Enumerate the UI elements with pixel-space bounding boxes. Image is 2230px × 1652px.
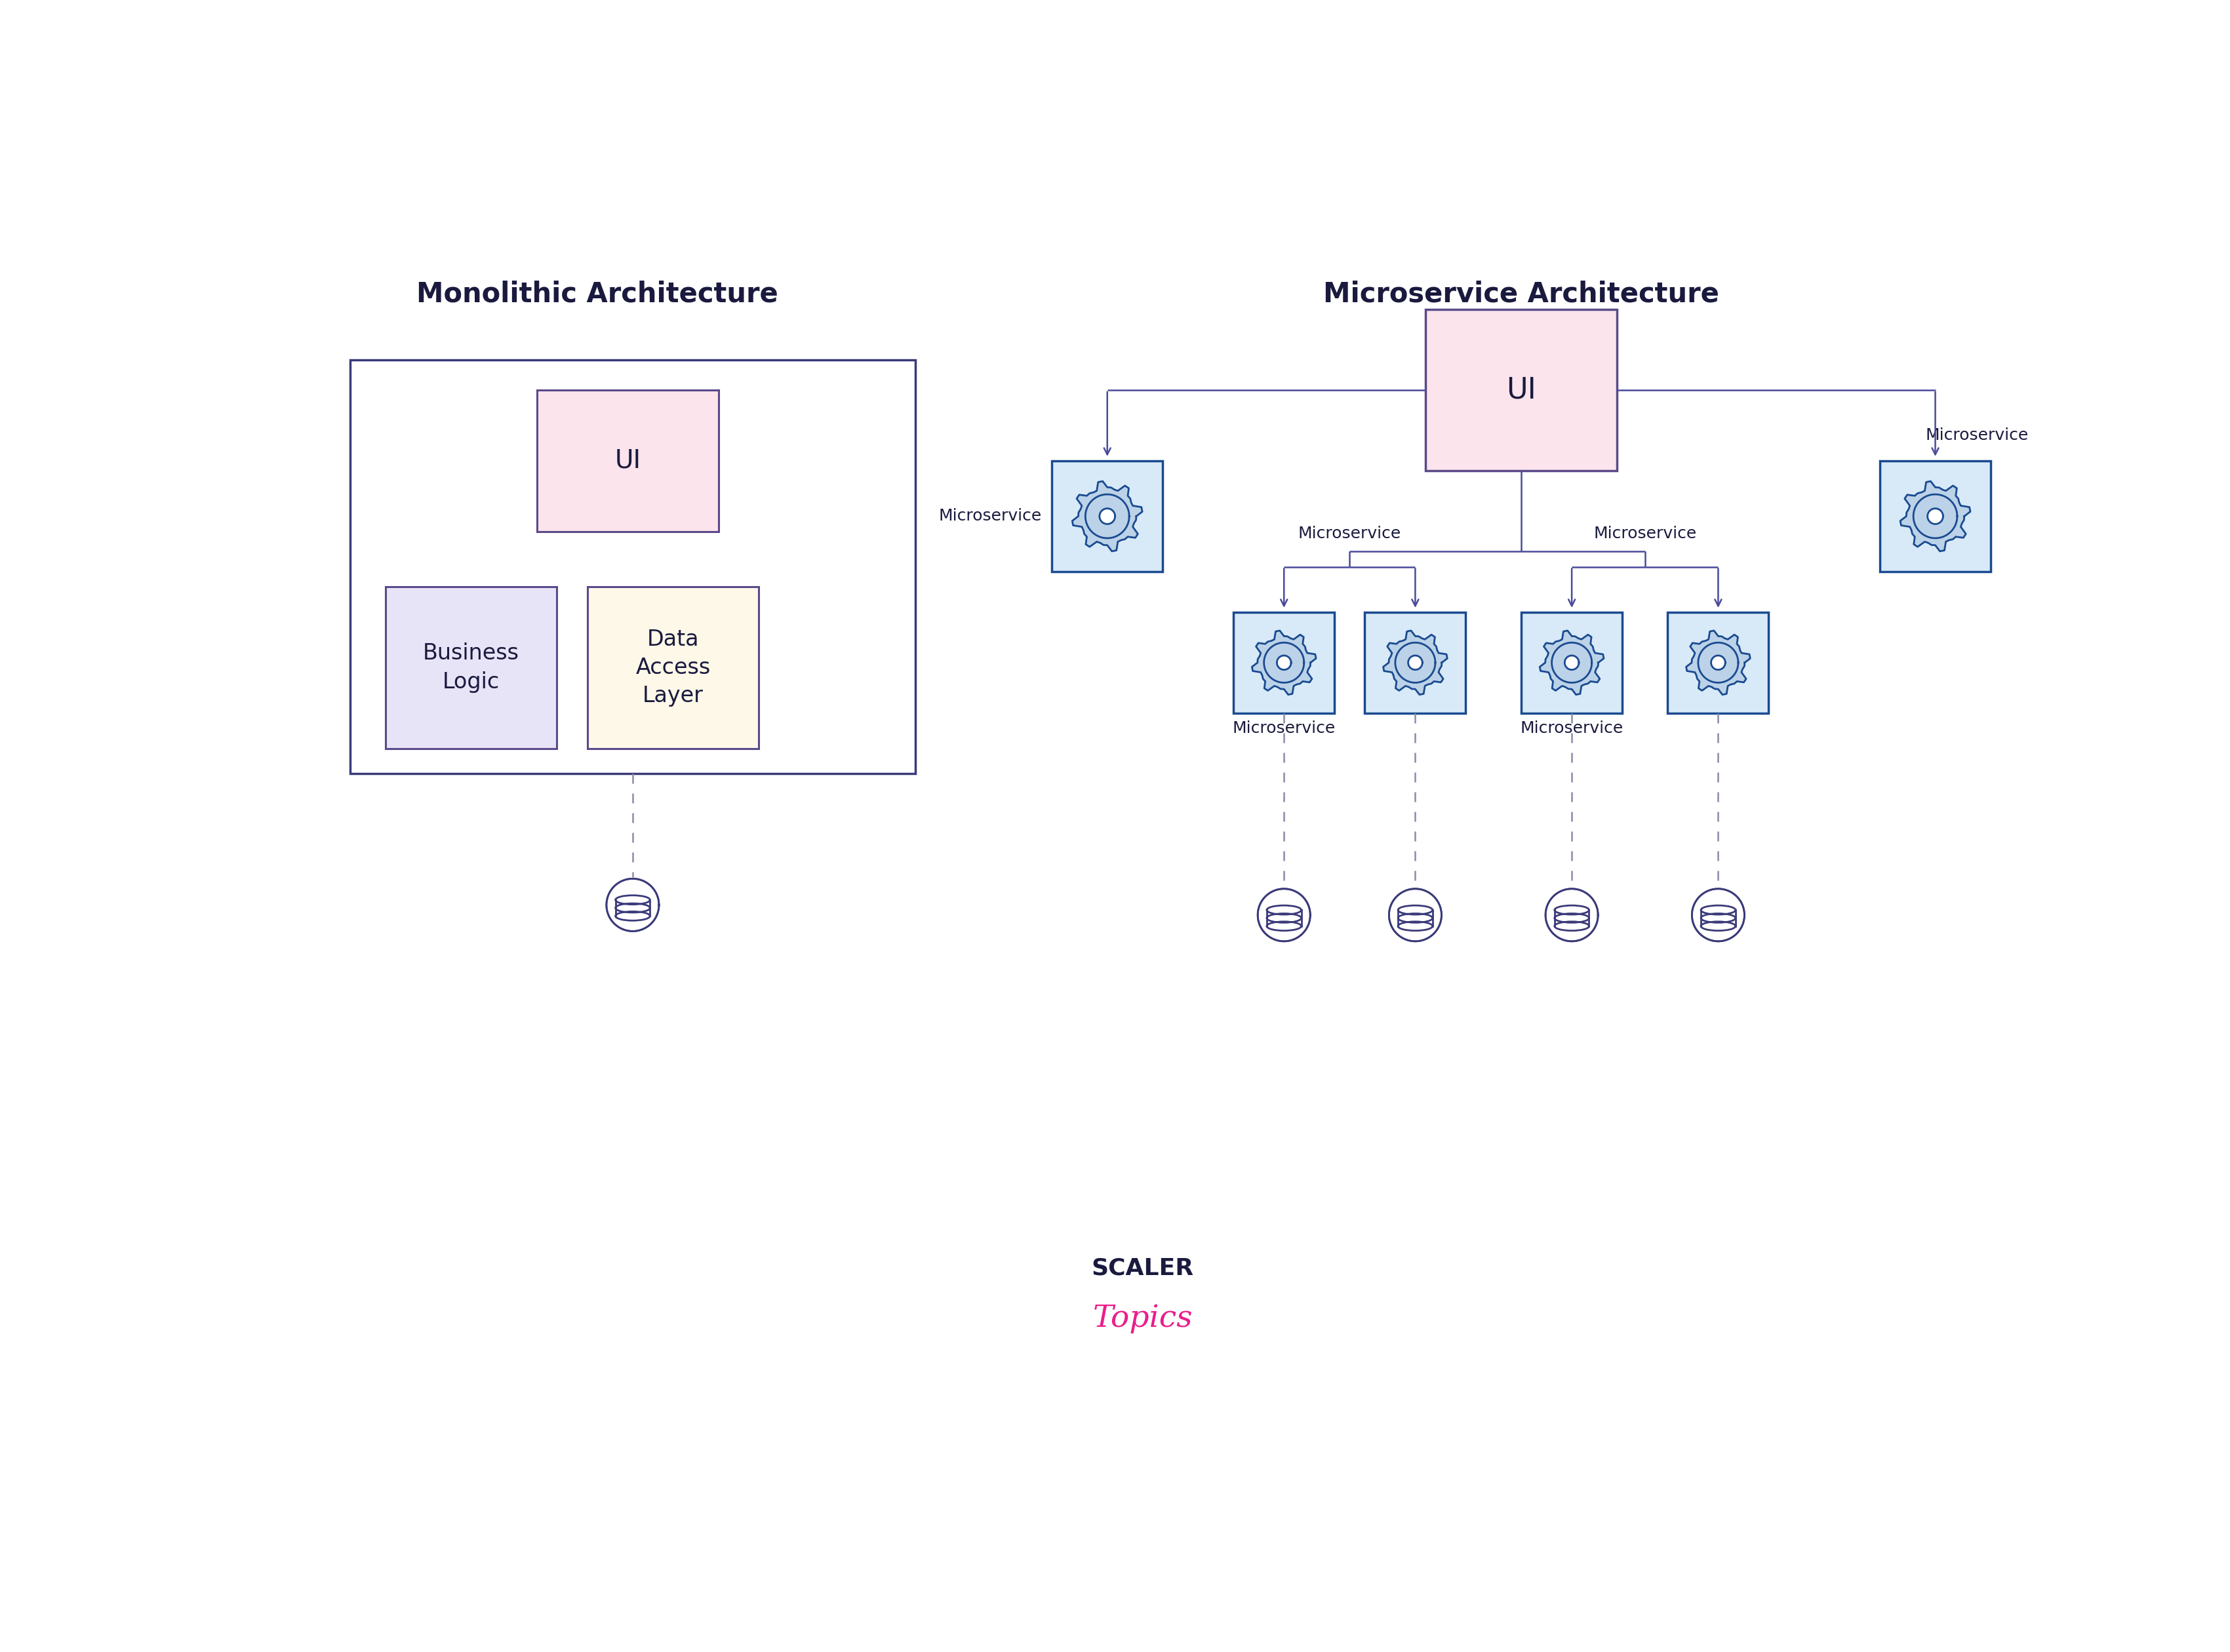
Polygon shape — [1693, 889, 1744, 942]
Text: UI: UI — [615, 448, 640, 472]
Text: Monolithic Architecture: Monolithic Architecture — [417, 281, 778, 307]
Polygon shape — [1539, 631, 1603, 694]
Polygon shape — [1900, 481, 1971, 552]
Bar — [1425, 309, 1617, 471]
Bar — [1233, 613, 1334, 714]
Text: Microservice: Microservice — [1594, 525, 1697, 542]
Text: Microservice: Microservice — [1298, 525, 1400, 542]
Bar — [350, 360, 917, 773]
Bar — [1053, 461, 1162, 572]
Bar — [586, 586, 758, 748]
Polygon shape — [1389, 889, 1441, 942]
Polygon shape — [1278, 656, 1291, 669]
Text: Microservice: Microservice — [1521, 720, 1623, 737]
Text: Topics: Topics — [1093, 1303, 1193, 1333]
Text: Microservice: Microservice — [939, 509, 1041, 524]
Polygon shape — [607, 879, 658, 932]
Polygon shape — [1073, 481, 1142, 552]
Text: Microservice: Microservice — [1924, 428, 2029, 443]
Polygon shape — [1251, 631, 1316, 694]
Text: Microservice: Microservice — [1233, 720, 1336, 737]
Polygon shape — [1565, 656, 1579, 669]
Text: Data
Access
Layer: Data Access Layer — [636, 628, 711, 707]
Polygon shape — [1383, 631, 1447, 694]
Polygon shape — [1710, 656, 1726, 669]
Text: UI: UI — [1505, 377, 1536, 405]
Text: SCALER: SCALER — [1090, 1257, 1193, 1280]
Polygon shape — [1407, 656, 1423, 669]
Bar — [1668, 613, 1768, 714]
Polygon shape — [1686, 631, 1751, 694]
Polygon shape — [1927, 509, 1942, 524]
Bar — [1880, 461, 1991, 572]
Polygon shape — [1258, 889, 1311, 942]
Bar — [386, 586, 558, 748]
Bar — [537, 390, 718, 532]
Polygon shape — [1545, 889, 1599, 942]
Text: Business
Logic: Business Logic — [424, 643, 520, 692]
Bar — [1365, 613, 1465, 714]
Bar — [1521, 613, 1621, 714]
Text: Microservice Architecture: Microservice Architecture — [1322, 281, 1719, 307]
Polygon shape — [1099, 509, 1115, 524]
